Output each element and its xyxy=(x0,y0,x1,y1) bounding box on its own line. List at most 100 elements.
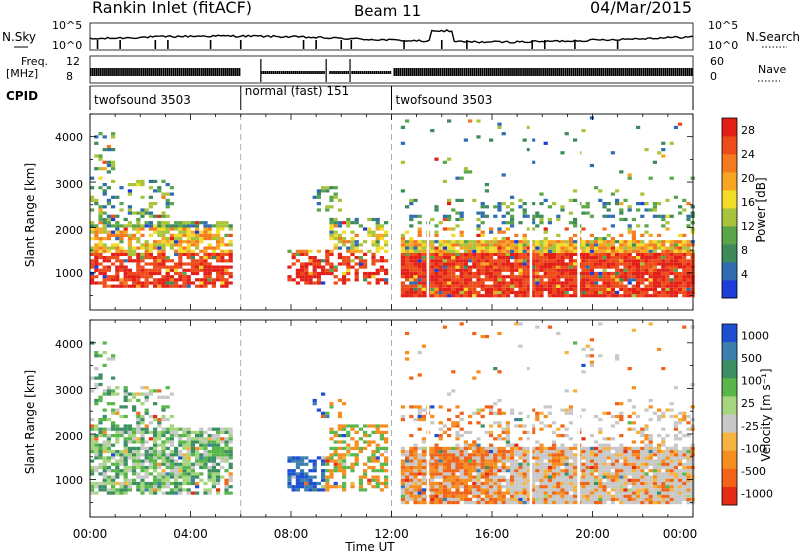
heatmap-cell xyxy=(619,249,624,253)
heatmap-cell xyxy=(195,437,200,441)
heatmap-cell xyxy=(111,488,116,492)
heatmap-cell xyxy=(178,278,183,282)
nave-bar xyxy=(534,68,536,76)
heatmap-cell xyxy=(594,462,599,466)
heatmap-cell xyxy=(585,497,590,501)
heatmap-cell xyxy=(476,271,481,276)
heatmap-cell xyxy=(518,284,523,288)
heatmap-cell xyxy=(106,259,111,263)
heatmap-cell xyxy=(329,237,334,241)
heatmap-cell xyxy=(216,271,221,276)
heatmap-cell xyxy=(661,217,666,222)
heatmap-cell xyxy=(472,290,477,295)
heatmap-cell xyxy=(573,281,578,285)
heatmap-cell xyxy=(115,214,120,218)
heatmap-cell xyxy=(615,497,620,501)
heatmap-cell xyxy=(220,281,225,285)
heatmap-cell xyxy=(505,256,510,260)
heatmap-cell xyxy=(413,268,418,272)
heatmap-cell xyxy=(312,259,317,263)
heatmap-cell xyxy=(636,494,641,498)
heatmap-cell xyxy=(644,450,649,454)
heatmap-cell xyxy=(589,284,594,288)
heatmap-cell xyxy=(405,265,410,269)
heatmap-cell xyxy=(594,284,599,288)
heatmap-cell xyxy=(342,275,347,279)
heatmap-cell xyxy=(358,485,363,489)
heatmap-cell xyxy=(505,284,510,288)
nave-bar xyxy=(190,68,193,76)
heatmap-cell xyxy=(648,287,653,291)
heatmap-cell xyxy=(480,281,485,285)
heatmap-cell xyxy=(568,268,573,272)
heatmap-cell xyxy=(547,240,552,244)
heatmap-cell xyxy=(535,294,540,298)
heatmap-cell xyxy=(623,246,628,250)
heatmap-cell xyxy=(476,485,481,489)
heatmap-cell xyxy=(573,459,578,463)
heatmap-cell xyxy=(581,275,586,279)
heatmap-cell xyxy=(220,249,225,253)
heatmap-cell xyxy=(337,246,342,250)
heatmap-cell xyxy=(413,262,418,266)
heatmap-cell xyxy=(560,290,565,295)
heatmap-cell xyxy=(615,478,620,482)
heatmap-cell xyxy=(342,446,347,450)
heatmap-cell xyxy=(186,469,191,473)
heatmap-cell xyxy=(132,246,137,250)
heatmap-cell xyxy=(140,224,145,228)
heatmap-cell xyxy=(115,252,120,256)
heatmap-cell xyxy=(224,456,229,460)
heatmap-cell xyxy=(564,265,569,269)
heatmap-cell xyxy=(661,246,666,250)
heatmap-cell xyxy=(455,294,460,298)
heatmap-cell xyxy=(447,450,452,454)
heatmap-cell xyxy=(123,478,128,482)
heatmap-cell xyxy=(459,491,464,495)
heatmap-cell xyxy=(312,268,317,272)
heatmap-cell xyxy=(153,281,158,285)
heatmap-cell xyxy=(136,284,141,288)
heatmap-cell xyxy=(216,491,221,495)
heatmap-cell xyxy=(203,230,208,234)
heatmap-cell xyxy=(564,427,569,431)
heatmap-cell xyxy=(489,275,494,279)
heatmap-cell xyxy=(472,465,477,470)
heatmap-cell xyxy=(203,259,208,263)
heatmap-cell xyxy=(405,259,410,263)
heatmap-cell xyxy=(371,243,376,247)
heatmap-cell xyxy=(514,265,519,269)
heatmap-cell xyxy=(468,485,473,489)
heatmap-cell xyxy=(602,472,607,476)
heatmap-cell xyxy=(640,440,645,444)
heatmap-cell xyxy=(594,414,599,419)
heatmap-cell xyxy=(451,208,456,212)
heatmap-cell xyxy=(589,501,594,505)
heatmap-cell xyxy=(375,237,380,241)
heatmap-cell xyxy=(169,443,174,447)
heatmap-cell xyxy=(556,434,561,438)
heatmap-cell xyxy=(371,230,376,234)
heatmap-cell xyxy=(459,475,464,479)
heatmap-cell xyxy=(510,408,515,412)
heatmap-cell xyxy=(598,475,603,479)
heatmap-cell xyxy=(585,294,590,298)
heatmap-cell xyxy=(220,450,225,454)
heatmap-cell xyxy=(678,205,683,209)
heatmap-cell xyxy=(90,389,95,393)
nave-bar xyxy=(136,68,138,76)
heatmap-cell xyxy=(228,227,233,231)
heatmap-cell xyxy=(640,240,645,244)
heatmap-cell xyxy=(224,488,229,492)
heatmap-cell xyxy=(594,491,599,495)
heatmap-cell xyxy=(350,462,355,466)
heatmap-cell xyxy=(598,243,603,247)
heatmap-cell xyxy=(127,208,132,212)
heatmap-cell xyxy=(447,488,452,492)
heatmap-cell xyxy=(594,287,599,291)
heatmap-cell xyxy=(455,430,460,434)
heatmap-cell xyxy=(169,278,174,282)
heatmap-cell xyxy=(421,501,426,505)
heatmap-cell xyxy=(468,265,473,269)
heatmap-cell xyxy=(476,243,481,247)
